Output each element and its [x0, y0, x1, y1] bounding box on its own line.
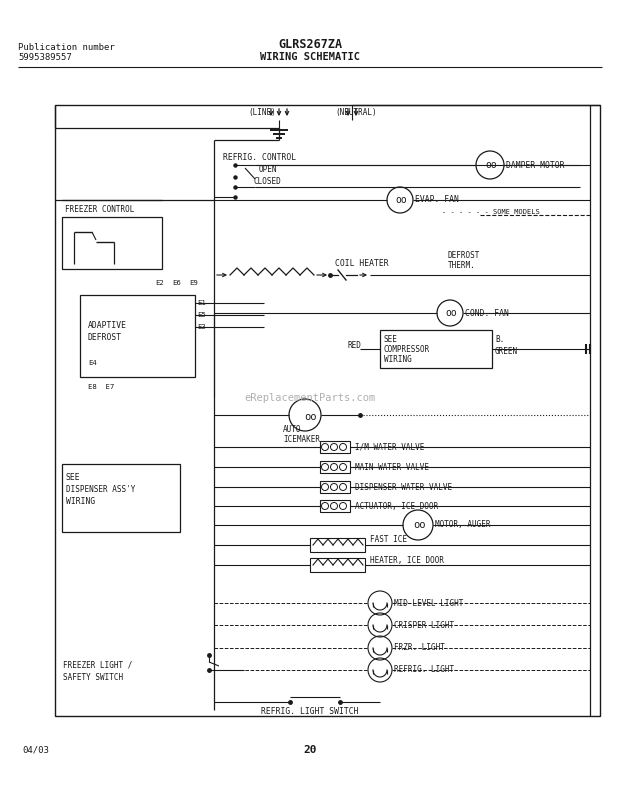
Text: (NEUTRAL): (NEUTRAL): [335, 108, 376, 116]
Bar: [320, 500, 350, 512]
Text: REFRIG. LIGHT: REFRIG. LIGHT: [394, 665, 454, 675]
Text: WIRING: WIRING: [66, 498, 95, 506]
Text: B.: B.: [495, 335, 504, 345]
Text: HEATER, ICE DOOR: HEATER, ICE DOOR: [370, 555, 444, 565]
Bar: [380, 330, 492, 368]
Text: E1: E1: [197, 300, 206, 306]
Text: SAFETY SWITCH: SAFETY SWITCH: [63, 672, 123, 682]
Text: COIL HEATER: COIL HEATER: [335, 259, 389, 267]
Bar: [320, 441, 350, 453]
Text: ICEMAKER: ICEMAKER: [283, 434, 320, 444]
Text: RED: RED: [348, 342, 362, 350]
Text: oo: oo: [485, 160, 497, 170]
Text: REFRIG. CONTROL: REFRIG. CONTROL: [223, 153, 296, 161]
Text: COMPRESSOR: COMPRESSOR: [384, 346, 430, 354]
Bar: [320, 461, 350, 473]
Text: E5: E5: [197, 312, 206, 318]
Text: MOTOR, AUGER: MOTOR, AUGER: [435, 520, 490, 529]
Text: E2: E2: [155, 280, 164, 286]
Text: oo: oo: [445, 308, 457, 318]
Text: E8  E7: E8 E7: [88, 384, 114, 390]
Text: CRISPER LIGHT: CRISPER LIGHT: [394, 620, 454, 630]
Text: FREEZER CONTROL: FREEZER CONTROL: [65, 205, 135, 214]
Text: E4: E4: [88, 360, 97, 366]
Text: THERM.: THERM.: [448, 260, 476, 270]
Text: REFRIG. LIGHT SWITCH: REFRIG. LIGHT SWITCH: [261, 707, 359, 717]
Text: MID LEVEL LIGHT: MID LEVEL LIGHT: [394, 599, 463, 607]
Text: - - - - - - SOME MODELS: - - - - - - SOME MODELS: [442, 209, 540, 215]
Text: E6: E6: [172, 280, 181, 286]
Text: SEE: SEE: [384, 335, 398, 345]
Bar: [310, 538, 365, 552]
Text: E9: E9: [189, 280, 198, 286]
Text: DISPENSER WATER VALVE: DISPENSER WATER VALVE: [355, 483, 452, 491]
Text: Publication number: Publication number: [18, 44, 115, 52]
Text: AUTO: AUTO: [283, 425, 301, 433]
Text: GREEN: GREEN: [495, 347, 518, 357]
Text: eReplacementParts.com: eReplacementParts.com: [244, 393, 376, 403]
Text: SEE: SEE: [66, 474, 81, 483]
Text: DEFROST: DEFROST: [448, 251, 480, 259]
Text: GLRS267ZA: GLRS267ZA: [278, 37, 342, 51]
Text: 20: 20: [303, 745, 317, 755]
Text: FAST ICE: FAST ICE: [370, 536, 407, 544]
Text: COND. FAN: COND. FAN: [465, 308, 509, 317]
Bar: [320, 481, 350, 493]
Text: OPEN: OPEN: [259, 165, 278, 173]
Bar: [310, 558, 365, 572]
Text: ACTUATOR, ICE DOOR: ACTUATOR, ICE DOOR: [355, 501, 438, 510]
Text: FREEZER LIGHT /: FREEZER LIGHT /: [63, 660, 133, 669]
Text: WIRING: WIRING: [384, 355, 412, 365]
Text: ADAPTIVE: ADAPTIVE: [88, 320, 127, 330]
Text: CLOSED: CLOSED: [253, 176, 281, 186]
Bar: [62, 217, 162, 269]
Text: 5995389557: 5995389557: [18, 54, 72, 62]
Text: FRZR. LIGHT: FRZR. LIGHT: [394, 644, 445, 653]
Text: oo: oo: [304, 412, 316, 422]
Text: WIRING SCHEMATIC: WIRING SCHEMATIC: [260, 52, 360, 62]
Text: E3: E3: [197, 324, 206, 330]
Bar: [62, 464, 180, 532]
Bar: [80, 295, 195, 377]
Text: DAMPER MOTOR: DAMPER MOTOR: [506, 161, 564, 169]
Text: MAIN WATER VALVE: MAIN WATER VALVE: [355, 463, 429, 471]
Text: DISPENSER ASS'Y: DISPENSER ASS'Y: [66, 486, 135, 494]
Text: (LINE): (LINE): [248, 108, 276, 116]
Bar: [55, 105, 600, 716]
Text: I/M WATER VALVE: I/M WATER VALVE: [355, 442, 424, 452]
Text: 04/03: 04/03: [22, 745, 49, 755]
Text: oo: oo: [395, 195, 407, 205]
Text: DEFROST: DEFROST: [88, 332, 122, 342]
Text: EVAP. FAN: EVAP. FAN: [415, 195, 459, 205]
Text: oo: oo: [413, 520, 425, 530]
